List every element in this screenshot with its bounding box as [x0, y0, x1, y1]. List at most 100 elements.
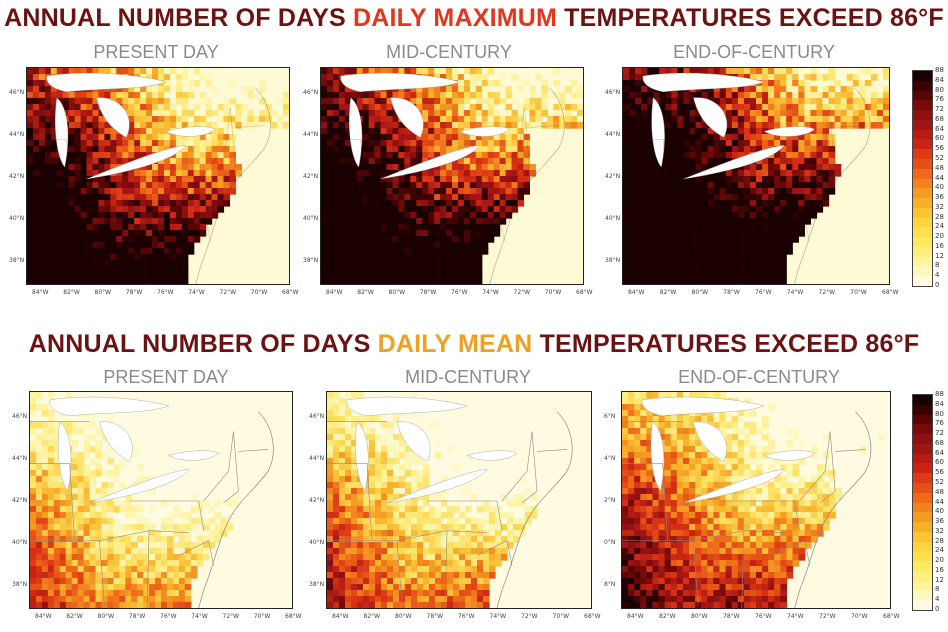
colorbar-segment — [913, 80, 932, 92]
latitude-label: 46°N — [9, 89, 25, 96]
colorbar-segment — [913, 188, 932, 199]
bottom-map-mid-century — [326, 391, 592, 609]
latitude-label: 38°N — [605, 257, 621, 264]
lake-huron — [692, 421, 727, 462]
longitude-label: 82°W — [659, 289, 677, 296]
colorbar-segment — [913, 580, 932, 591]
coastline — [195, 87, 271, 284]
colorbar-segment — [913, 119, 932, 131]
bottom-panel-label-1: PRESENT DAY — [103, 367, 229, 387]
longitude-label: 80°W — [94, 289, 112, 296]
lake-superior — [642, 72, 765, 92]
longitude-label: 72°W — [818, 289, 836, 296]
lake-huron — [96, 97, 130, 138]
colorbar-segment — [913, 149, 932, 160]
colorbar-tick-label: 20 — [935, 232, 944, 241]
latitude-label: 42°N — [605, 173, 621, 180]
latitude-label: 46°N — [605, 89, 621, 96]
coastline — [198, 411, 274, 608]
state-border — [444, 530, 448, 608]
top-panel-label-2: MID-CENTURY — [386, 42, 512, 62]
colorbar-segment — [913, 453, 932, 464]
latitude-label: 46°N — [12, 413, 28, 420]
state-border — [494, 107, 525, 178]
lake-erie — [86, 145, 187, 180]
longitude-label: 82°W — [659, 613, 676, 620]
longitude-label: 80°W — [395, 613, 412, 620]
colorbar-tick-label: 68 — [935, 438, 944, 447]
longitude-label: 80°W — [691, 289, 709, 296]
lake-michigan — [355, 421, 369, 492]
state-border — [238, 449, 269, 452]
longitude-label: 76°W — [451, 289, 468, 296]
longitude-label: 74°W — [489, 613, 507, 620]
colorbar-tick-label: 64 — [935, 124, 944, 133]
colorbar-segment — [913, 414, 932, 425]
bottom-title-post: TEMPERATURES EXCEED 86°F — [532, 330, 920, 358]
lake-ontario — [466, 450, 518, 461]
state-border — [200, 107, 231, 178]
lake-huron — [693, 97, 728, 138]
lake-ontario — [763, 126, 815, 137]
latitude-label: 44°N — [303, 131, 319, 138]
state-border — [514, 107, 530, 180]
state-border — [834, 125, 865, 128]
state-border — [99, 540, 105, 606]
map-canvas — [321, 68, 583, 284]
lake-superior — [49, 396, 170, 416]
state-border — [360, 139, 366, 217]
state-border — [178, 540, 214, 566]
state-border — [835, 449, 866, 452]
state-border — [69, 463, 75, 541]
colorbar-tick-label: 72 — [935, 105, 944, 114]
state-border — [741, 530, 745, 608]
longitude-label: 78°W — [723, 613, 740, 620]
longitude-label: 82°W — [66, 613, 83, 620]
state-border — [143, 206, 147, 284]
latitude-label: 40°N — [303, 215, 319, 222]
longitude-label: 68°W — [285, 613, 302, 620]
latitude-label: 38°N — [309, 581, 325, 588]
state-border — [126, 176, 201, 207]
longitude-label: 68°W — [576, 289, 593, 296]
latitude-label: 44°N — [605, 131, 621, 138]
state-border — [476, 540, 513, 566]
lake-ontario — [168, 450, 219, 461]
state-border — [129, 500, 204, 531]
colorbar-segment — [913, 168, 932, 179]
longitude-label: 76°W — [160, 613, 177, 620]
longitude-label: 74°W — [188, 289, 205, 296]
lake-huron — [396, 421, 431, 462]
state-border — [469, 216, 505, 242]
coastline — [496, 411, 573, 608]
colorbar-tick-label: 76 — [935, 95, 944, 104]
colorbar-segment — [913, 473, 932, 484]
latitude-label: 38°N — [12, 581, 28, 588]
longitude-label: 78°W — [125, 289, 143, 296]
colorbar-segment — [913, 110, 932, 121]
state-border — [723, 500, 800, 531]
latitude-label: 42°N — [303, 173, 319, 180]
longitude-label: 70°W — [850, 289, 867, 296]
state-border — [203, 431, 234, 502]
latitude-label: 40°N — [605, 215, 621, 222]
colorbar-tick-label: 52 — [935, 477, 944, 486]
bottom-title-highlight: DAILY MEAN — [377, 330, 533, 358]
lake-ontario — [459, 126, 510, 137]
colorbar-segment — [913, 551, 932, 562]
state-border — [146, 530, 150, 608]
colorbar-tick-label: 88 — [935, 390, 944, 398]
state-border — [774, 540, 811, 566]
longitude-label: 68°W — [282, 289, 299, 296]
longitude-label: 70°W — [544, 289, 562, 296]
state-border — [741, 206, 745, 284]
colorbar-tick-label: 24 — [935, 222, 944, 231]
state-border — [662, 463, 668, 541]
longitude-label: 84°W — [326, 289, 343, 296]
state-border — [420, 176, 495, 207]
colorbar-segment — [913, 129, 932, 140]
state-border — [623, 206, 785, 217]
heat-field — [30, 392, 240, 608]
map-canvas — [30, 392, 292, 608]
map-canvas — [622, 392, 890, 608]
